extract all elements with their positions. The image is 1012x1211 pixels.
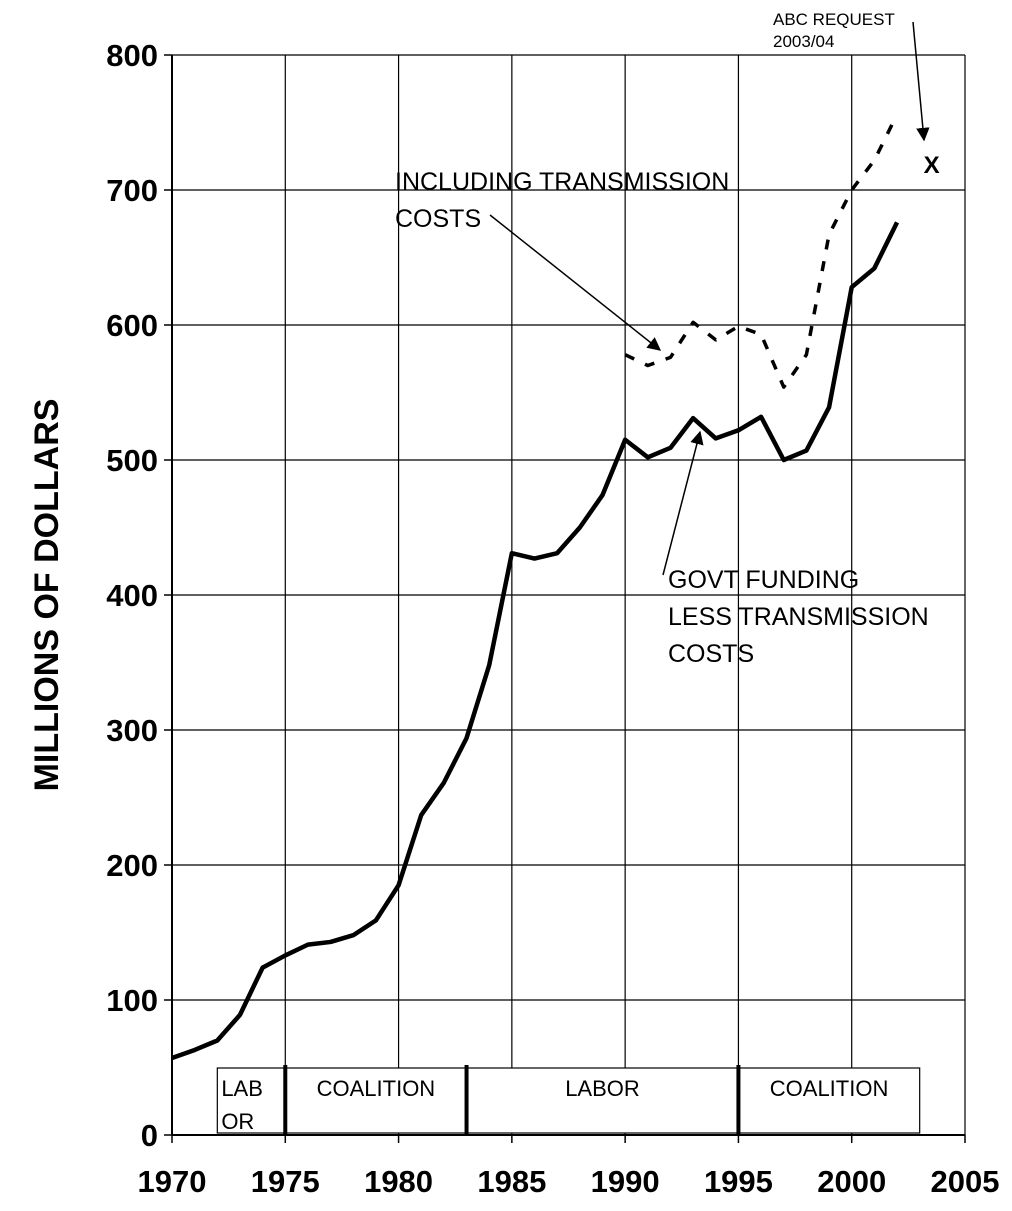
y-tick-label: 800: [106, 38, 158, 73]
annotation: INCLUDING TRANSMISSION: [395, 168, 729, 196]
annotation: ABC REQUEST: [773, 10, 895, 29]
period-label: LAB: [221, 1076, 263, 1101]
period-label: OR: [221, 1109, 254, 1134]
x-tick-label: 1975: [251, 1164, 320, 1199]
period-box: [216, 1067, 286, 1134]
x-tick-label: 1980: [364, 1164, 433, 1199]
arrow: [662, 430, 704, 576]
y-tick-label: 300: [106, 713, 158, 748]
period-label: COALITION: [317, 1076, 436, 1101]
annotation: LESS TRANSMISSION: [668, 603, 929, 631]
x-tick-label: 2000: [817, 1164, 886, 1199]
arrow: [489, 214, 662, 351]
annotation: 2003/04: [773, 32, 834, 51]
marker: X: [924, 152, 940, 179]
line: [624, 113, 899, 389]
x-tick-label: 1995: [704, 1164, 773, 1199]
y-tick-label: 600: [106, 308, 158, 343]
y-axis-label: MILLIONS OF DOLLARS: [28, 399, 66, 792]
period-label: LABOR: [565, 1076, 640, 1101]
y-tick-label: 200: [106, 848, 158, 883]
period-label: COALITION: [770, 1076, 889, 1101]
y-tick-label: 500: [106, 443, 158, 478]
y-tick-label: 0: [141, 1118, 158, 1153]
y-tick-label: 700: [106, 173, 158, 208]
x-tick-label: 1970: [138, 1164, 207, 1199]
period-box: [465, 1067, 740, 1134]
annotation: COSTS: [668, 640, 754, 668]
period-box: [737, 1067, 921, 1134]
line: [171, 221, 900, 1061]
y-tick-label: 100: [106, 983, 158, 1018]
x-tick-label: 1990: [591, 1164, 660, 1199]
period-box: [284, 1067, 468, 1134]
arrow: [912, 21, 930, 142]
x-tick-label: 2005: [931, 1164, 1000, 1199]
annotation: GOVT FUNDING: [668, 566, 859, 594]
annotation: COSTS: [395, 205, 481, 233]
y-tick-label: 400: [106, 578, 158, 613]
x-tick-label: 1985: [477, 1164, 546, 1199]
